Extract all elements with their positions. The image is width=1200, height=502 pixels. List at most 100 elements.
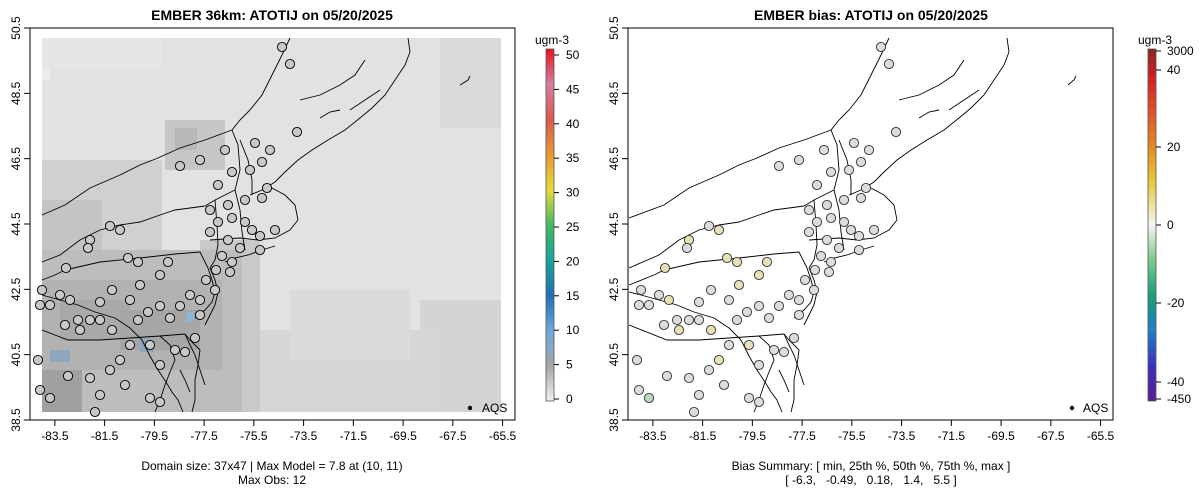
right-x-tick-label: -69.5 bbox=[987, 429, 1015, 443]
left-aqs-site bbox=[84, 314, 96, 326]
right-state-border bbox=[808, 199, 818, 269]
left-aqs-site bbox=[124, 294, 136, 306]
left-aqs-site bbox=[34, 299, 46, 311]
right-aqs-site bbox=[883, 58, 895, 70]
left-colorbar-label: 5 bbox=[566, 358, 573, 372]
right-y-tick-label: 38.5 bbox=[607, 408, 621, 432]
right-aqs-site bbox=[753, 269, 765, 281]
right-aqs-site bbox=[761, 256, 773, 268]
left-x-tick-label: -79.5 bbox=[141, 429, 169, 443]
right-aqs-site bbox=[848, 137, 860, 149]
left-aqs-site bbox=[122, 252, 134, 264]
right-aqs-site bbox=[809, 264, 821, 276]
right-aqs-site bbox=[825, 212, 837, 224]
right-aqs-site bbox=[733, 279, 745, 291]
left-aqs-site bbox=[44, 392, 56, 404]
right-aqs-site bbox=[635, 284, 647, 296]
right-aqs-site bbox=[705, 324, 717, 336]
left-footer-line-2: Max Obs: 12 bbox=[238, 473, 306, 487]
left-aqs-site bbox=[194, 309, 206, 321]
right-map-outlines bbox=[628, 37, 1077, 413]
right-footer-line-2: [ -6.3, -0.49, 0.18, 1.4, 5.5 ] bbox=[785, 473, 956, 487]
left-colorbar-label: 10 bbox=[566, 323, 580, 337]
right-aqs-site bbox=[793, 294, 805, 306]
right-aqs-site bbox=[788, 332, 800, 344]
left-x-tick-label: -69.5 bbox=[389, 429, 417, 443]
left-aqs-site bbox=[200, 274, 212, 286]
right-colorbar-unit: ugm-3 bbox=[1138, 33, 1172, 47]
right-aqs-site bbox=[753, 396, 765, 408]
right-aqs-site bbox=[743, 392, 755, 404]
left-aqs-site bbox=[106, 324, 118, 336]
left-aqs-site bbox=[254, 244, 266, 256]
left-aqs-site bbox=[154, 396, 166, 408]
right-coastline bbox=[898, 59, 965, 101]
left-aqs-site bbox=[94, 389, 106, 401]
left-aqs-site bbox=[74, 324, 86, 336]
left-aqs-site bbox=[94, 314, 106, 326]
right-aqs-site bbox=[683, 314, 695, 326]
right-coastline bbox=[783, 333, 805, 386]
left-aqs-site bbox=[239, 194, 251, 206]
left-cell bbox=[42, 60, 50, 80]
left-aqs-site bbox=[89, 406, 101, 418]
right-aqs-site bbox=[838, 216, 850, 228]
left-aqs-site bbox=[219, 144, 231, 156]
left-aqs-site bbox=[249, 137, 261, 149]
left-aqs-site bbox=[104, 364, 116, 376]
left-x-tick-label: -77.5 bbox=[190, 429, 218, 443]
right-colorbar-label: -20 bbox=[1167, 296, 1185, 310]
left-colorbar: ugm-3 0 5 10 15 20 25 30 35 40 45 50 bbox=[535, 33, 580, 406]
left-aqs-site bbox=[179, 346, 191, 358]
right-y-tick-label: 44.5 bbox=[607, 212, 621, 236]
right-aqs-site bbox=[855, 192, 867, 204]
right-aqs-site bbox=[633, 384, 645, 396]
right-x-tick-label: -77.5 bbox=[788, 429, 816, 443]
right-colorbar-label: 40 bbox=[1167, 63, 1181, 77]
right-aqs-site bbox=[731, 256, 743, 268]
right-aqs-site bbox=[659, 262, 671, 274]
right-aqs-site bbox=[718, 379, 730, 391]
left-aqs-site bbox=[132, 256, 144, 268]
right-aqs-site bbox=[853, 230, 865, 242]
left-aqs-site bbox=[216, 250, 228, 262]
left-aqs-legend-dot bbox=[467, 405, 473, 411]
left-cell bbox=[42, 38, 162, 68]
left-title: EMBER 36km: ATOTIJ on 05/20/2025 bbox=[151, 7, 393, 23]
right-aqs-site bbox=[875, 41, 887, 53]
right-colorbar-top-label: 3000 bbox=[1167, 44, 1194, 58]
left-coastline bbox=[41, 205, 206, 263]
left-aqs-site bbox=[246, 224, 258, 236]
right-aqs-site bbox=[838, 194, 850, 206]
right-aqs-site bbox=[855, 156, 867, 168]
right-coastline bbox=[848, 37, 1010, 196]
right-aqs-site bbox=[671, 314, 683, 326]
left-colorbar-label: 20 bbox=[566, 254, 580, 268]
left-colorbar-label: 35 bbox=[566, 151, 580, 165]
right-aqs-site bbox=[631, 354, 643, 366]
right-y-tick-label: 50.5 bbox=[607, 16, 621, 40]
left-aqs-site bbox=[209, 284, 221, 296]
left-aqs-site bbox=[154, 359, 166, 371]
left-aqs-site bbox=[36, 284, 48, 296]
right-aqs-site bbox=[633, 299, 645, 311]
right-title: EMBER bias: ATOTIJ on 05/20/2025 bbox=[754, 7, 988, 23]
right-coastline bbox=[803, 267, 818, 326]
left-aqs-site bbox=[106, 284, 118, 296]
right-aqs-site bbox=[853, 244, 865, 256]
right-aqs-site bbox=[799, 274, 811, 286]
left-cell bbox=[50, 350, 70, 362]
left-colorbar-label: 40 bbox=[566, 117, 580, 131]
left-aqs-site bbox=[256, 192, 268, 204]
left-y-tick-label: 38.5 bbox=[9, 408, 23, 432]
left-y-tick-label: 42.5 bbox=[9, 277, 23, 301]
left-aqs-site bbox=[64, 294, 76, 306]
left-aqs-site bbox=[72, 314, 84, 326]
left-coastline bbox=[249, 37, 411, 196]
left-aqs-site bbox=[164, 312, 176, 324]
left-state-border bbox=[64, 251, 209, 271]
right-aqs-points bbox=[631, 41, 902, 418]
right-coastline bbox=[948, 89, 980, 111]
left-state-border bbox=[41, 329, 186, 341]
